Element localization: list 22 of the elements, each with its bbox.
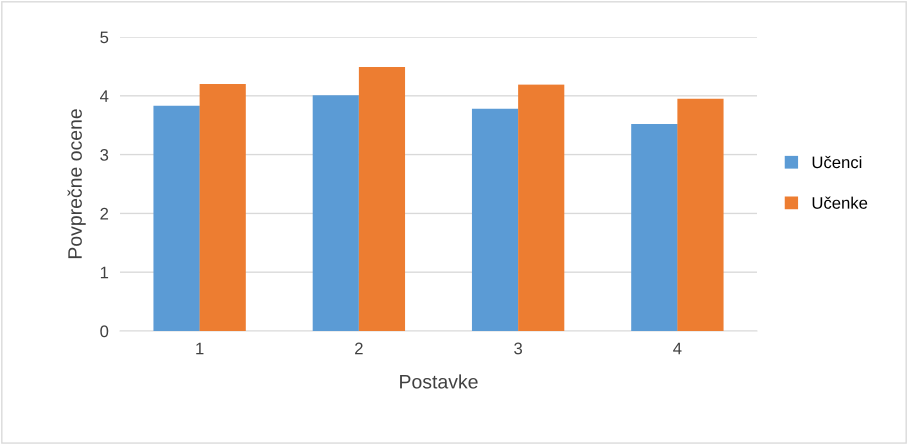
x-tick-label: 4 <box>673 342 682 354</box>
x-axis-title: Postavke <box>400 374 478 389</box>
bar <box>312 95 359 331</box>
y-axis-title: Povprečne ocene <box>68 109 86 258</box>
y-tick-label: 1 <box>100 266 108 278</box>
bar <box>200 84 246 331</box>
y-tick-label: 0 <box>100 325 108 338</box>
y-tick-label: 3 <box>100 149 108 161</box>
bar <box>358 66 406 331</box>
x-tick-label: 3 <box>514 342 522 354</box>
legend-label: Učenke <box>812 196 868 209</box>
x-tick-label: 1 <box>196 342 204 354</box>
bar <box>518 84 564 331</box>
bar <box>677 98 724 331</box>
y-tick-label: 4 <box>100 90 108 102</box>
bar <box>631 124 678 331</box>
y-tick-label: 2 <box>100 208 108 220</box>
y-tick-label: 5 <box>100 32 108 44</box>
legend-label: Učenci <box>812 156 862 168</box>
bar <box>472 108 518 331</box>
x-tick-label: 2 <box>355 342 363 354</box>
bar <box>153 106 200 331</box>
